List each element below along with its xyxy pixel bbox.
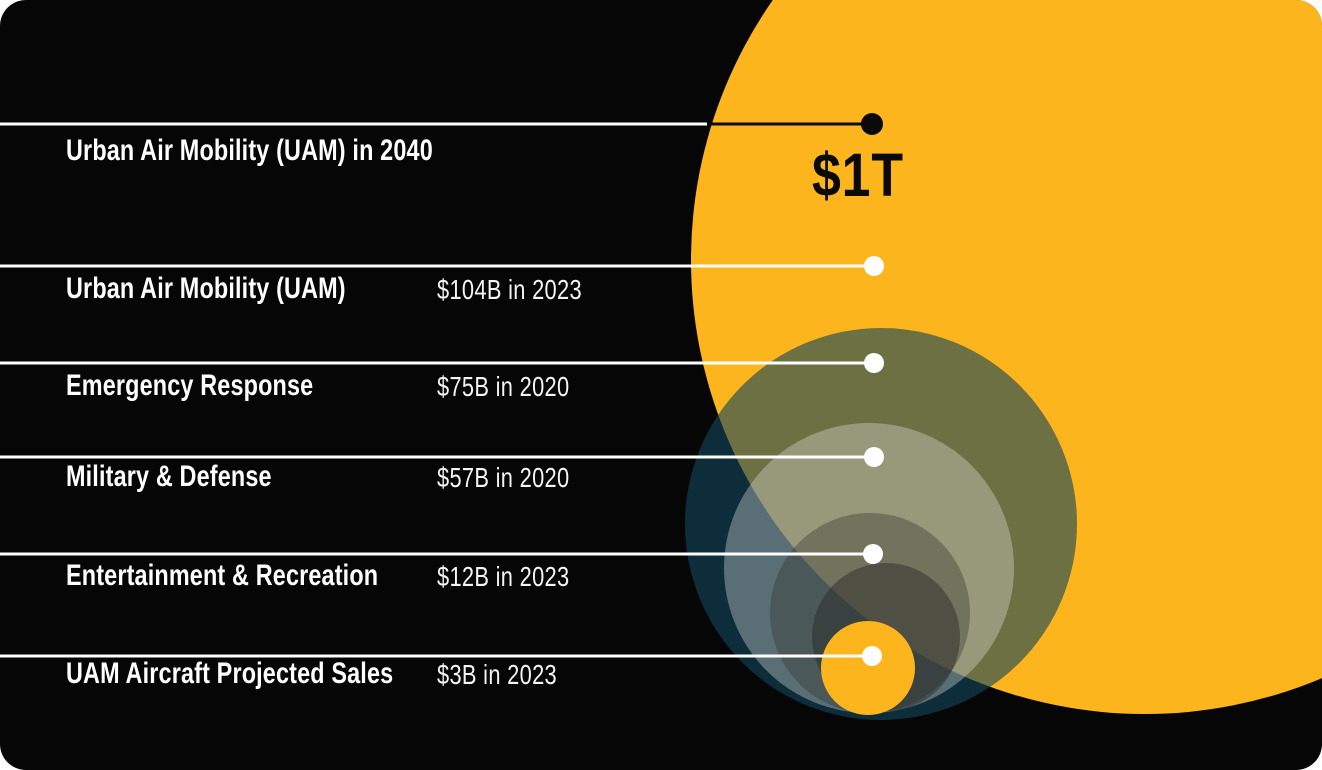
bubble-104b <box>685 328 1077 720</box>
bubble-3b <box>821 621 915 715</box>
marker-dot-1t <box>861 113 883 135</box>
bubble-75b <box>724 423 1014 713</box>
legend-value-uam-aircraft-sales: $3B in 2023 <box>437 659 558 690</box>
marker-dot-3b <box>862 646 882 666</box>
marker-dot-75b <box>864 353 884 373</box>
legend-value-military-defense: $57B in 2020 <box>437 462 570 493</box>
legend-row-entertainment-recreation: Entertainment & Recreation $12B in 2023 <box>66 559 569 593</box>
bubble-value-1t: $1T <box>812 141 904 209</box>
marker-dot-104b <box>864 256 884 276</box>
legend-label-entertainment-recreation: Entertainment & Recreation <box>66 559 379 592</box>
legend-label-uam-2023: Urban Air Mobility (UAM) <box>66 272 346 305</box>
legend-row-uam-aircraft-sales: UAM Aircraft Projected Sales $3B in 2023 <box>66 657 557 691</box>
legend-row-emergency-response: Emergency Response $75B in 2020 <box>66 369 569 403</box>
bubble-57b <box>770 513 970 713</box>
legend-value-emergency-response: $75B in 2020 <box>437 371 570 402</box>
legend-value-uam-2023: $104B in 2023 <box>437 274 582 305</box>
legend-label-emergency-response: Emergency Response <box>66 369 314 402</box>
legend-row-military-defense: Military & Defense $57B in 2020 <box>66 460 569 494</box>
legend-label-uam-2040: Urban Air Mobility (UAM) in 2040 <box>66 134 433 167</box>
legend-row-uam-2040: Urban Air Mobility (UAM) in 2040 <box>66 135 536 167</box>
legend-label-military-defense: Military & Defense <box>66 460 272 493</box>
legend-value-entertainment-recreation: $12B in 2023 <box>437 561 570 592</box>
marker-dot-12b <box>863 544 883 564</box>
legend-row-uam-2023: Urban Air Mobility (UAM) $104B in 2023 <box>66 272 582 306</box>
legend-label-uam-aircraft-sales: UAM Aircraft Projected Sales <box>66 657 394 690</box>
marker-dot-57b <box>864 447 884 467</box>
